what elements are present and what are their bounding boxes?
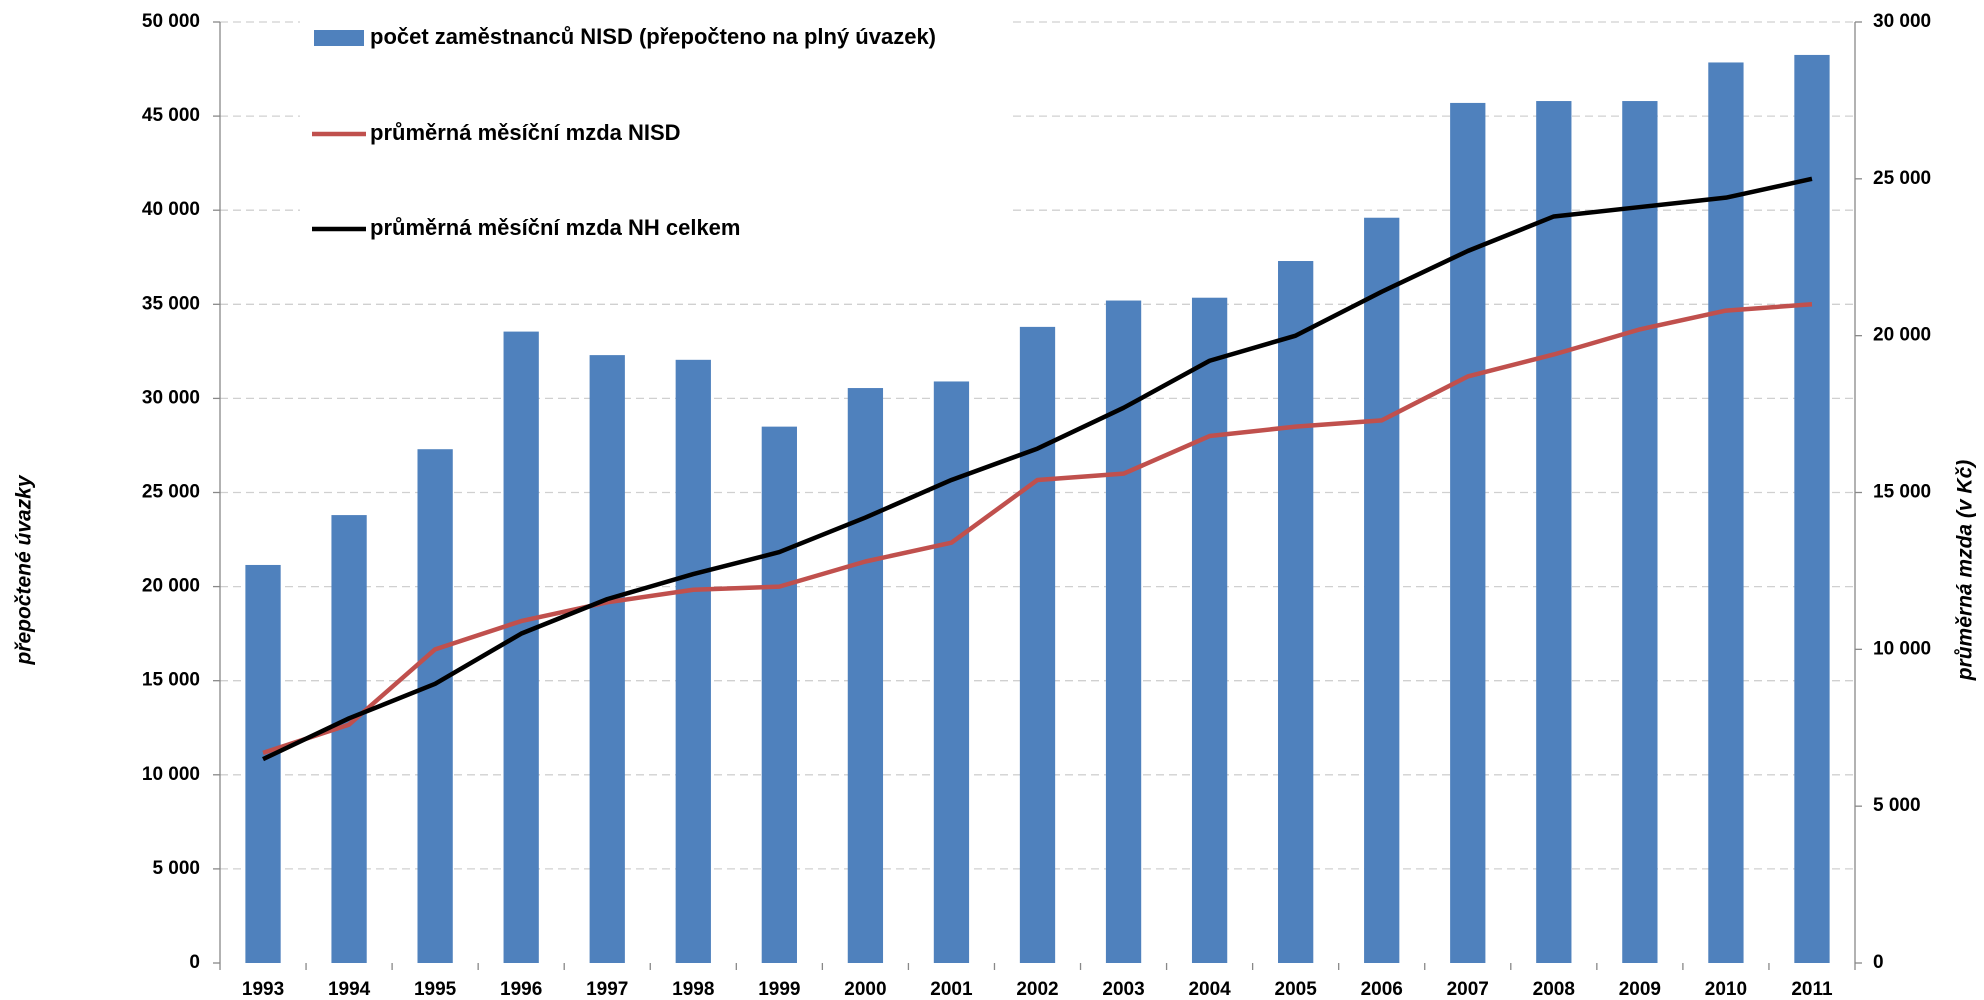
x-tick-label: 2003 xyxy=(1102,979,1144,1000)
x-tick-label: 1994 xyxy=(328,979,371,1000)
y-tick-label: 15 000 xyxy=(142,670,200,691)
x-tick-label: 2000 xyxy=(844,979,886,1000)
bar xyxy=(1450,102,1486,963)
x-tick-label: 2006 xyxy=(1361,979,1403,1000)
bar xyxy=(1708,62,1744,963)
x-tick-label: 2007 xyxy=(1447,979,1489,1000)
bar xyxy=(331,515,367,963)
bar xyxy=(1191,297,1228,963)
y2-tick-label: 20 000 xyxy=(1873,325,1931,346)
x-tick-label: 2009 xyxy=(1619,979,1661,1000)
bar xyxy=(761,426,797,963)
bar xyxy=(1278,261,1314,963)
y-tick-label: 20 000 xyxy=(142,576,200,597)
x-tick-label: 2008 xyxy=(1533,979,1575,1000)
legend-swatch xyxy=(314,30,364,46)
x-tick-label: 1996 xyxy=(500,979,542,1000)
y2-tick-label: 5 000 xyxy=(1873,795,1921,816)
legend-background xyxy=(300,18,1010,258)
y2-tick-label: 15 000 xyxy=(1873,482,1931,503)
bar xyxy=(503,331,539,963)
y-tick-label: 25 000 xyxy=(142,482,200,503)
bar xyxy=(933,381,970,963)
legend-label: počet zaměstnanců NISD (přepočteno na pl… xyxy=(370,24,936,49)
y-tick-label: 35 000 xyxy=(142,293,200,314)
bar xyxy=(675,359,711,964)
bar xyxy=(847,388,884,963)
x-tick-label: 2005 xyxy=(1275,979,1318,1000)
bar xyxy=(1364,217,1400,963)
line xyxy=(262,302,1813,755)
x-tick-label: 1999 xyxy=(758,979,800,1000)
bar xyxy=(245,564,281,963)
y2-tick-label: 0 xyxy=(1873,952,1884,973)
bar xyxy=(417,449,453,963)
bar xyxy=(589,355,625,963)
y2-axis-label: průměrná mzda (v Kč) xyxy=(1954,460,1977,682)
y2-tick-label: 10 000 xyxy=(1873,638,1931,659)
y-tick-label: 10 000 xyxy=(142,764,200,785)
y-tick-label: 50 000 xyxy=(142,11,200,32)
legend-label: průměrná měsíční mzda NISD xyxy=(370,120,681,145)
x-tick-label: 1998 xyxy=(672,979,714,1000)
y-tick-label: 5 000 xyxy=(152,858,200,879)
y-tick-label: 0 xyxy=(189,952,200,973)
bar xyxy=(1794,54,1830,964)
x-tick-label: 2011 xyxy=(1791,979,1833,1000)
x-tick-label: 1995 xyxy=(414,979,457,1000)
x-tick-label: 2002 xyxy=(1016,979,1058,1000)
y2-tick-label: 25 000 xyxy=(1873,168,1931,189)
y-tick-label: 40 000 xyxy=(142,199,200,220)
bar xyxy=(1622,101,1658,963)
y-tick-label: 30 000 xyxy=(142,387,200,408)
y2-tick-label: 30 000 xyxy=(1873,11,1931,32)
x-tick-label: 1997 xyxy=(586,979,628,1000)
y-axis-label: přepočtené úvazky xyxy=(13,474,36,665)
y-tick-label: 45 000 xyxy=(142,105,200,126)
x-tick-label: 2004 xyxy=(1188,979,1231,1000)
x-tick-label: 2001 xyxy=(930,979,973,1000)
x-tick-label: 2010 xyxy=(1705,979,1747,1000)
legend-label: průměrná měsíční mzda NH celkem xyxy=(370,215,740,240)
bar xyxy=(1019,326,1056,963)
x-tick-label: 1993 xyxy=(242,979,284,1000)
bar xyxy=(1536,101,1572,963)
line xyxy=(262,176,1813,762)
